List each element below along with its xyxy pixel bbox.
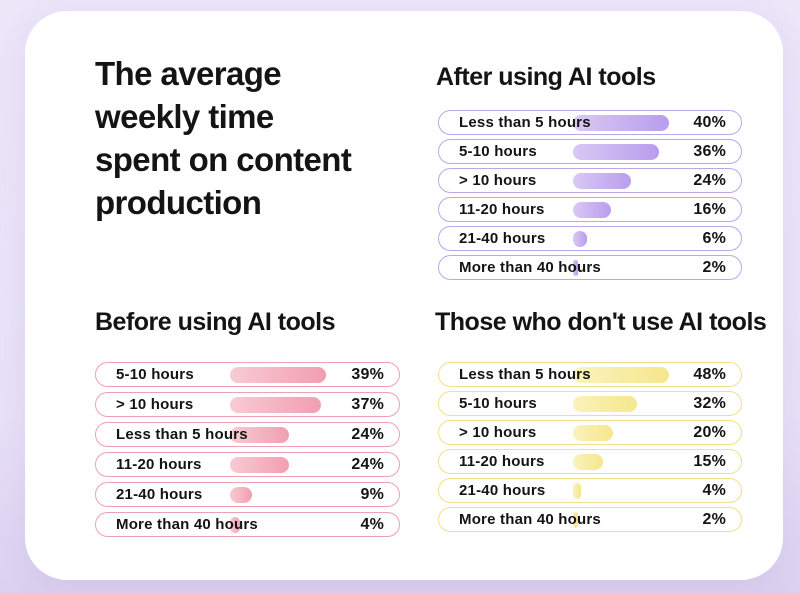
value-label: 40% [693,113,726,131]
category-label: 11-20 hours [459,201,545,218]
category-label: Less than 5 hours [459,366,591,383]
chart-title-line: spent on content [95,141,352,178]
bar-row: 5-10 hours 36% [438,139,742,164]
bar [573,395,637,412]
bar [573,114,669,131]
bar [573,201,611,218]
bar [573,366,669,383]
category-label: 5-10 hours [116,366,194,383]
value-label: 32% [693,394,726,412]
section-title-before-ai: Before using AI tools [95,308,335,336]
category-label: More than 40 hours [116,516,258,533]
section-title-no-ai: Those who don't use AI tools [435,308,767,336]
bar [230,486,252,503]
value-label: 16% [693,200,726,218]
chart-title-line: production [95,184,262,221]
value-label: 9% [360,485,384,503]
bar [573,259,578,276]
bar-row: 11-20 hours 16% [438,197,742,222]
bar [230,516,240,533]
value-label: 24% [693,171,726,189]
bar-row: 21-40 hours 9% [95,482,400,507]
value-label: 37% [351,395,384,413]
bar [573,172,631,189]
bar [573,482,581,499]
category-label: 5-10 hours [459,143,537,160]
section-no-ai-bars: Less than 5 hours 48% 5-10 hours 32% > 1… [438,362,742,532]
bar-row: 5-10 hours 39% [95,362,400,387]
value-label: 15% [693,452,726,470]
bar-row: Less than 5 hours 40% [438,110,742,135]
category-label: More than 40 hours [459,259,601,276]
bar [573,511,578,528]
bar-row: 11-20 hours 15% [438,449,742,474]
bar-row: More than 40 hours 4% [95,512,400,537]
bar-row: 11-20 hours 24% [95,452,400,477]
bar-row: > 10 hours 37% [95,392,400,417]
category-label: 11-20 hours [459,453,545,470]
bar-row: 21-40 hours 4% [438,478,742,503]
value-label: 48% [693,365,726,383]
category-label: 11-20 hours [116,456,202,473]
category-label: > 10 hours [116,396,194,413]
bar-row: > 10 hours 24% [438,168,742,193]
value-label: 2% [702,258,726,276]
bar-row: More than 40 hours 2% [438,507,742,532]
category-label: 21-40 hours [459,230,546,247]
value-label: 24% [351,455,384,473]
section-before-ai-bars: 5-10 hours 39% > 10 hours 37% Less than … [95,362,400,537]
bar [230,456,289,473]
bar-row: 21-40 hours 6% [438,226,742,251]
category-label: Less than 5 hours [116,426,248,443]
category-label: > 10 hours [459,172,537,189]
bar-row: More than 40 hours 2% [438,255,742,280]
category-label: 5-10 hours [459,395,537,412]
chart-title-line: The average [95,55,282,92]
category-label: More than 40 hours [459,511,601,528]
bar [573,453,603,470]
category-label: 21-40 hours [459,482,546,499]
bar [230,426,289,443]
chart-title: The average weekly time spent on content… [95,52,425,224]
chart-title-line: weekly time [95,98,274,135]
section-after-ai-bars: Less than 5 hours 40% 5-10 hours 36% > 1… [438,110,742,280]
value-label: 4% [360,515,384,533]
bar [573,230,587,247]
bar [230,366,326,383]
category-label: > 10 hours [459,424,537,441]
value-label: 36% [693,142,726,160]
bar [230,396,321,413]
value-label: 20% [693,423,726,441]
bar [573,424,613,441]
bar-row: Less than 5 hours 48% [438,362,742,387]
bar-row: Less than 5 hours 24% [95,422,400,447]
value-label: 24% [351,425,384,443]
category-label: Less than 5 hours [459,114,591,131]
infographic-card: The average weekly time spent on content… [25,11,783,580]
section-title-after-ai: After using AI tools [436,63,656,91]
value-label: 39% [351,365,384,383]
bar-row: > 10 hours 20% [438,420,742,445]
category-label: 21-40 hours [116,486,203,503]
value-label: 4% [702,481,726,499]
bar-row: 5-10 hours 32% [438,391,742,416]
value-label: 2% [702,510,726,528]
bar [573,143,659,160]
value-label: 6% [702,229,726,247]
